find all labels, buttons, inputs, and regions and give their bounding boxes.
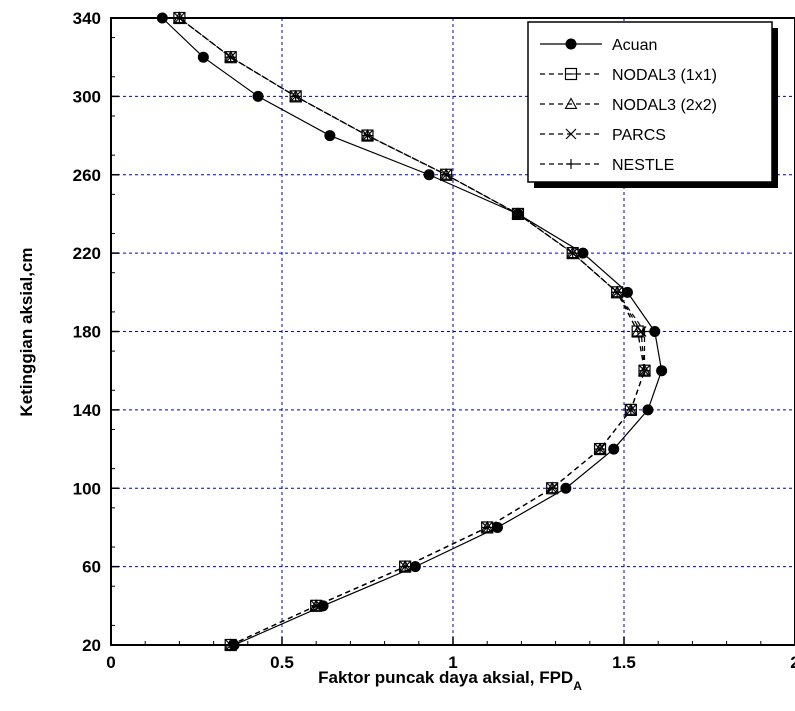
y-tick-label: 20 — [82, 636, 101, 655]
data-point-nestle — [625, 404, 636, 415]
x-axis-title-subscript: A — [573, 679, 582, 693]
legend: Acuan NODAL3 (1x1) NODAL3 (2x2) PARCS NESTLE — [527, 21, 778, 188]
legend-marker-nodal3-1x1 — [564, 67, 578, 81]
data-point-acuan — [409, 561, 421, 573]
x-tick-label: 1.5 — [612, 653, 636, 672]
x-tick-label: 0 — [106, 653, 115, 672]
data-point-acuan — [317, 600, 329, 612]
data-point-nestle — [441, 169, 452, 180]
legend-label-acuan: Acuan — [612, 37, 657, 54]
x-tick-label: 1 — [448, 653, 457, 672]
x-tick-label: 2 — [790, 653, 795, 672]
data-point-nestle — [290, 91, 301, 102]
y-tick-label: 260 — [73, 166, 101, 185]
legend-label-parcs: PARCS — [612, 127, 666, 144]
tick-labels: 20 60 100 140 180 220 260 300 340 0 0.5 1 1.5 2 — [73, 9, 795, 672]
marker-x-stroke — [565, 128, 577, 140]
data-point-acuan — [577, 247, 589, 259]
data-point-acuan — [608, 443, 620, 455]
legend-label-nestle: NESTLE — [612, 157, 674, 174]
data-point-nestle — [595, 444, 606, 455]
legend-marker-nestle — [566, 159, 576, 169]
data-point-nestle — [547, 483, 558, 494]
series-acuan — [156, 12, 668, 651]
y-tick-label: 220 — [73, 244, 101, 263]
y-tick-label: 340 — [73, 9, 101, 28]
data-point-nestle — [639, 365, 650, 376]
data-point-acuan — [642, 404, 654, 416]
data-point-acuan — [560, 482, 572, 494]
legend-marker-parcs — [565, 128, 577, 140]
y-tick-label: 140 — [73, 401, 101, 420]
data-point-acuan — [197, 51, 209, 63]
data-point-acuan — [512, 208, 524, 220]
series-layer — [156, 11, 668, 652]
x-axis-title: Faktor puncak daya aksial, FPDA — [318, 668, 582, 693]
y-axis-title: Ketinggian aksial,cm — [17, 247, 36, 416]
data-point-acuan — [252, 90, 264, 102]
data-point-nestle — [567, 248, 578, 259]
y-tick-label: 100 — [73, 479, 101, 498]
data-point-acuan — [621, 286, 633, 298]
legend-marker-nodal3-2x2 — [564, 97, 578, 109]
legend-marker-acuan — [565, 38, 577, 50]
plot-frame — [110, 17, 795, 646]
data-point-acuan — [491, 521, 503, 533]
data-point-nestle — [612, 287, 623, 298]
grid — [111, 18, 795, 645]
y-tick-label: 180 — [73, 323, 101, 342]
data-point-nestle — [639, 326, 650, 337]
data-point-acuan — [656, 365, 668, 377]
data-point-acuan — [324, 130, 336, 142]
data-point-nestle — [225, 52, 236, 63]
data-point-acuan — [649, 326, 661, 337]
legend-label-nodal3-1x1: NODAL3 (1x1) — [612, 67, 717, 84]
data-point-nestle — [362, 130, 373, 141]
y-tick-label: 60 — [82, 558, 101, 577]
x-tick-label: 0.5 — [270, 653, 294, 672]
data-point-nestle — [482, 522, 493, 533]
data-point-nestle — [400, 561, 411, 572]
legend-label-nodal3-2x2: NODAL3 (2x2) — [612, 97, 717, 114]
x-axis-title-main: Faktor puncak daya aksial, FPD — [318, 668, 573, 687]
y-tick-label: 300 — [73, 87, 101, 106]
data-point-acuan — [423, 169, 435, 181]
